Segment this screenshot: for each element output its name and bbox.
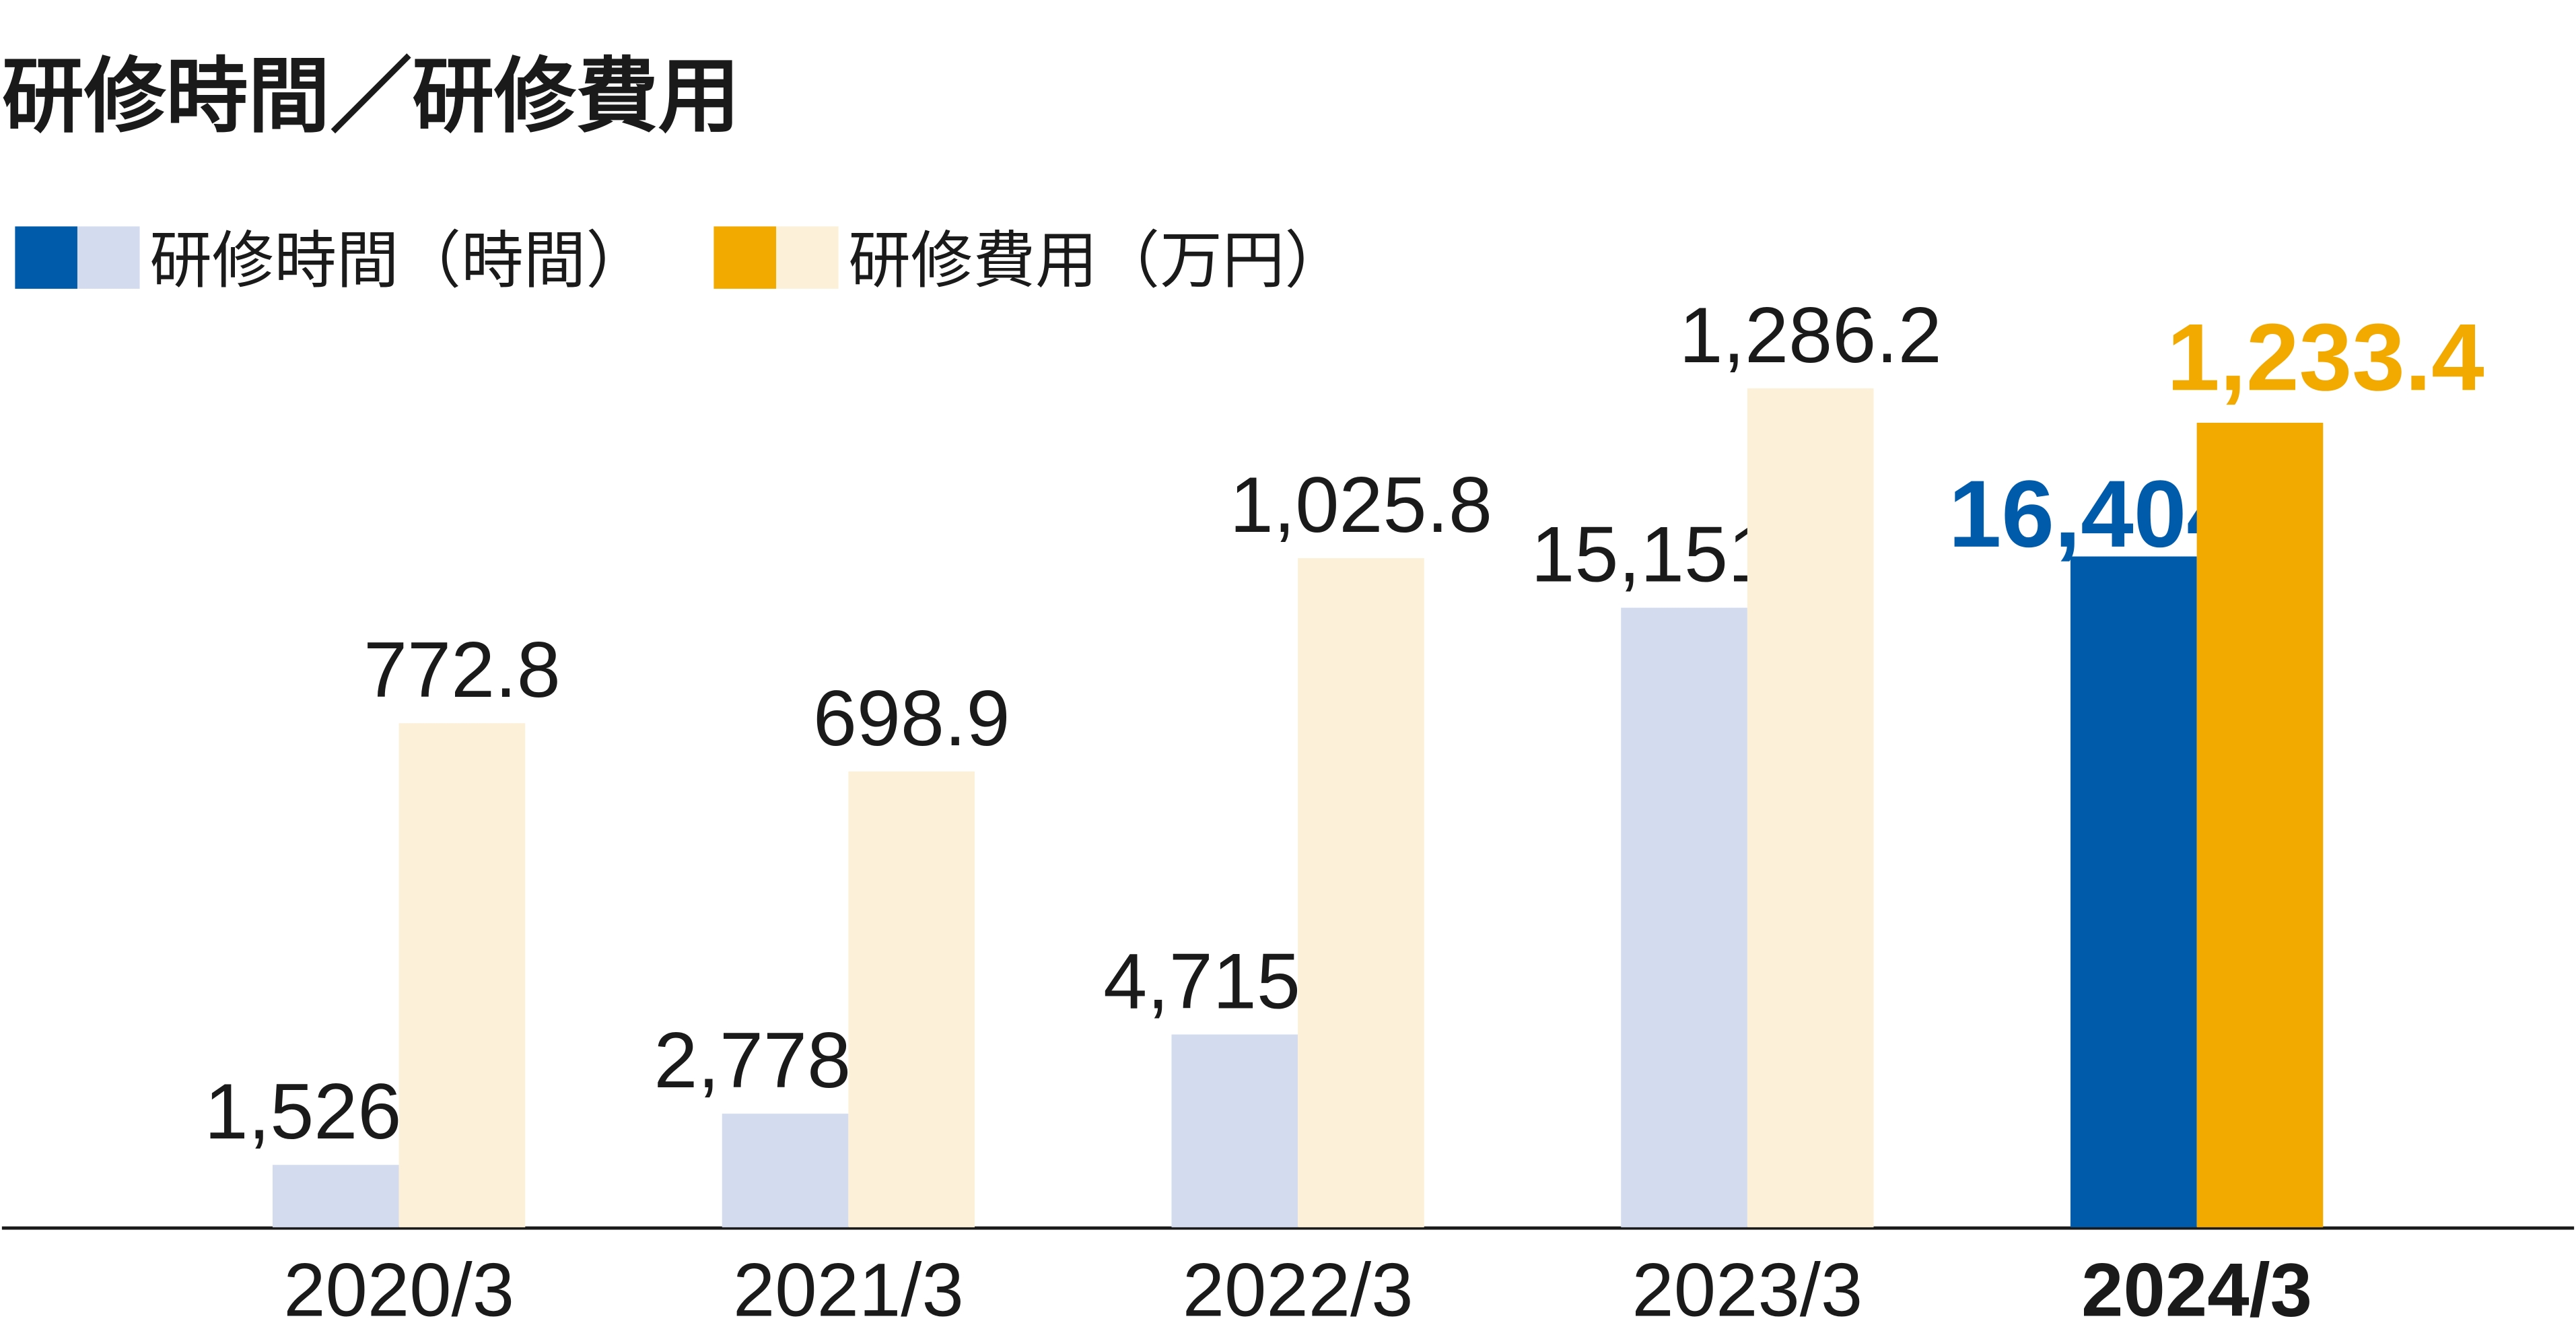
legend-swatch xyxy=(15,226,77,289)
bar xyxy=(2070,556,2197,1227)
bar xyxy=(1298,558,1424,1227)
x-tick-label: 2021/3 xyxy=(733,1248,964,1329)
bar xyxy=(1621,607,1747,1227)
x-tick-label: 2024/3 xyxy=(2081,1248,2312,1329)
bar xyxy=(722,1114,849,1227)
legend-swatch xyxy=(77,226,140,289)
value-label: 1,233.4 xyxy=(2167,304,2484,410)
x-tick-label: 2023/3 xyxy=(1632,1248,1863,1329)
x-tick-label: 2020/3 xyxy=(283,1248,514,1329)
bar xyxy=(2196,422,2324,1227)
bar xyxy=(1747,388,1874,1227)
chart-title: 研修時間／研修費用 xyxy=(2,50,740,142)
legend-label: 研修費用（万円） xyxy=(848,226,1347,296)
x-tick-label: 2022/3 xyxy=(1183,1248,1414,1329)
bar xyxy=(398,723,526,1227)
bar xyxy=(1171,1034,1298,1227)
value-label: 1,286.2 xyxy=(1679,291,1942,379)
bar xyxy=(272,1165,399,1227)
legend-label: 研修時間（時間） xyxy=(149,226,648,296)
legend-swatch xyxy=(713,226,777,289)
legend-swatch xyxy=(776,226,839,289)
value-label: 1,025.8 xyxy=(1230,461,1492,549)
value-label: 772.8 xyxy=(363,625,561,714)
value-label: 698.9 xyxy=(813,674,1010,762)
bar xyxy=(848,771,975,1227)
